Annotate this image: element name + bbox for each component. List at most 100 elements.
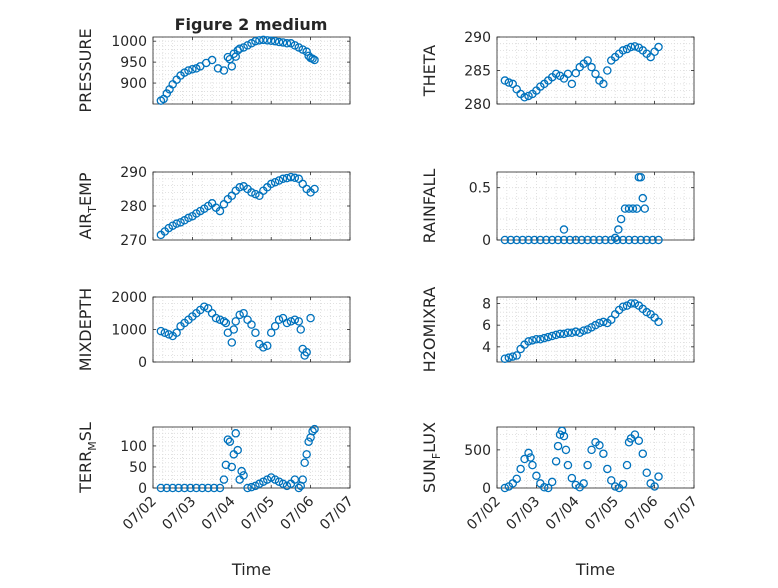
data-point xyxy=(263,341,272,350)
x-tick-label: 07/04 xyxy=(543,493,583,533)
data-point xyxy=(559,431,569,441)
data-point xyxy=(266,36,276,46)
data-point xyxy=(624,204,634,213)
data-point xyxy=(186,483,195,493)
data-point xyxy=(620,204,630,213)
data-point xyxy=(577,235,586,245)
data-point xyxy=(504,353,514,362)
data-point xyxy=(211,313,221,323)
x-tick-label: 07/07 xyxy=(661,494,701,534)
data-point xyxy=(626,299,636,308)
y-tick-label: 4 xyxy=(482,340,491,356)
x-tick-label: 07/05 xyxy=(582,494,622,534)
data-point xyxy=(583,235,592,245)
data-point xyxy=(219,66,229,75)
data-point xyxy=(215,483,225,493)
data-point xyxy=(251,36,260,46)
data-point xyxy=(270,36,280,46)
data-point xyxy=(237,466,246,476)
data-point xyxy=(239,308,248,318)
data-point xyxy=(587,445,596,455)
data-point xyxy=(553,235,563,245)
data-point xyxy=(162,89,172,98)
data-point xyxy=(172,75,181,84)
y-tick-label: 280 xyxy=(464,97,491,113)
y-tick-label: 270 xyxy=(120,233,147,249)
data-point xyxy=(595,318,604,328)
data-point xyxy=(231,317,240,326)
data-point xyxy=(500,483,510,493)
y-tick-label: 290 xyxy=(464,30,491,46)
y-tick-label: 100 xyxy=(120,439,147,455)
x-tick-label: 07/05 xyxy=(238,494,278,534)
data-point xyxy=(270,321,280,331)
data-point xyxy=(630,430,640,439)
data-point xyxy=(589,235,598,245)
data-point xyxy=(628,204,638,213)
data-point xyxy=(227,462,237,472)
data-point xyxy=(192,483,201,493)
y-tick-label: 0 xyxy=(138,355,147,371)
y-axis-label: PRESSURE xyxy=(76,28,95,112)
data-point xyxy=(227,62,237,71)
panel-4: 0 0.5 RAINFALL xyxy=(420,169,695,249)
data-point xyxy=(512,235,521,245)
data-point xyxy=(583,460,592,470)
data-point xyxy=(532,334,541,344)
data-point xyxy=(500,235,510,245)
data-point xyxy=(290,475,300,484)
data-point xyxy=(506,235,516,245)
data-point xyxy=(308,54,317,64)
panel-6: 4 6 8 H2OMIXRA xyxy=(420,287,695,372)
data-point xyxy=(172,328,181,337)
data-point xyxy=(540,333,549,343)
data-point xyxy=(274,315,284,324)
data-point xyxy=(654,472,663,481)
y-tick-label: 0 xyxy=(482,481,491,497)
data-point xyxy=(164,330,174,339)
y-tick-label: 500 xyxy=(464,443,491,459)
data-point xyxy=(559,235,569,245)
data-point xyxy=(642,468,651,477)
data-point xyxy=(595,235,604,245)
data-point xyxy=(518,235,527,245)
data-point xyxy=(174,483,183,493)
data-point xyxy=(565,235,575,245)
data-point xyxy=(561,445,571,455)
data-point xyxy=(156,326,166,336)
data-point xyxy=(298,475,307,484)
y-tick-label: 0 xyxy=(482,233,491,249)
data-point xyxy=(543,332,553,342)
data-point xyxy=(542,235,551,245)
data-point xyxy=(634,436,644,445)
data-point xyxy=(180,483,189,493)
data-point xyxy=(603,464,612,474)
data-point xyxy=(259,343,268,352)
data-point xyxy=(207,55,217,65)
data-point xyxy=(274,37,284,47)
data-point xyxy=(274,176,284,185)
x-tick-label: 07/03 xyxy=(159,494,199,534)
data-point xyxy=(547,477,557,487)
data-point xyxy=(247,482,256,492)
data-point xyxy=(654,235,663,245)
data-point xyxy=(219,317,229,326)
y-axis-label: MIXDEPTH xyxy=(76,288,95,371)
data-point xyxy=(571,327,581,336)
data-point xyxy=(526,453,535,462)
data-point xyxy=(626,42,636,52)
data-point xyxy=(282,173,292,183)
data-point xyxy=(557,426,567,436)
data-point xyxy=(308,426,317,436)
data-point xyxy=(624,235,634,245)
data-point xyxy=(310,424,319,434)
x-tick-label: 07/03 xyxy=(503,494,543,534)
data-point xyxy=(516,464,525,474)
data-point xyxy=(618,46,628,55)
data-point xyxy=(302,450,311,459)
data-point xyxy=(213,64,223,73)
data-point xyxy=(601,235,610,245)
axes-box xyxy=(496,426,695,489)
data-point xyxy=(512,474,521,484)
y-axis-label: RAINFALL xyxy=(420,169,439,244)
